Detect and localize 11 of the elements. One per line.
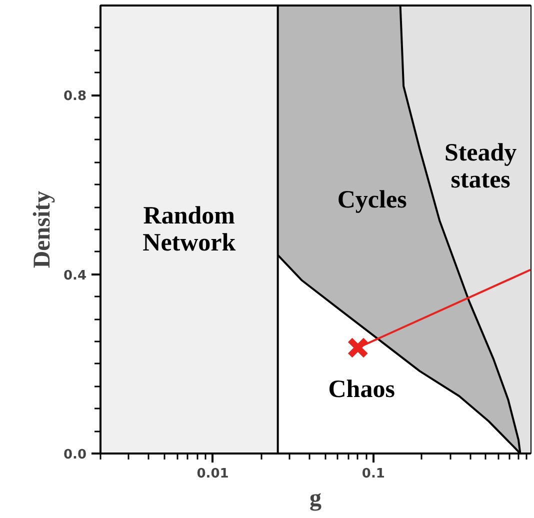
series-label: Cycles	[337, 186, 408, 214]
y-axis-title: Density	[29, 190, 56, 268]
x-tick-label: 0.1	[362, 466, 385, 482]
series-label: Chaos	[328, 376, 396, 403]
series-label: Steady states	[444, 140, 518, 194]
y-tick-label: 0.8	[63, 89, 86, 104]
x-axis-title: g	[310, 486, 322, 512]
y-tick-label: 0.0	[63, 448, 86, 462]
x-tick-label: 0.01	[196, 466, 229, 482]
series-label: Random Network	[142, 202, 236, 256]
y-tick-label: 0.4	[63, 268, 86, 284]
